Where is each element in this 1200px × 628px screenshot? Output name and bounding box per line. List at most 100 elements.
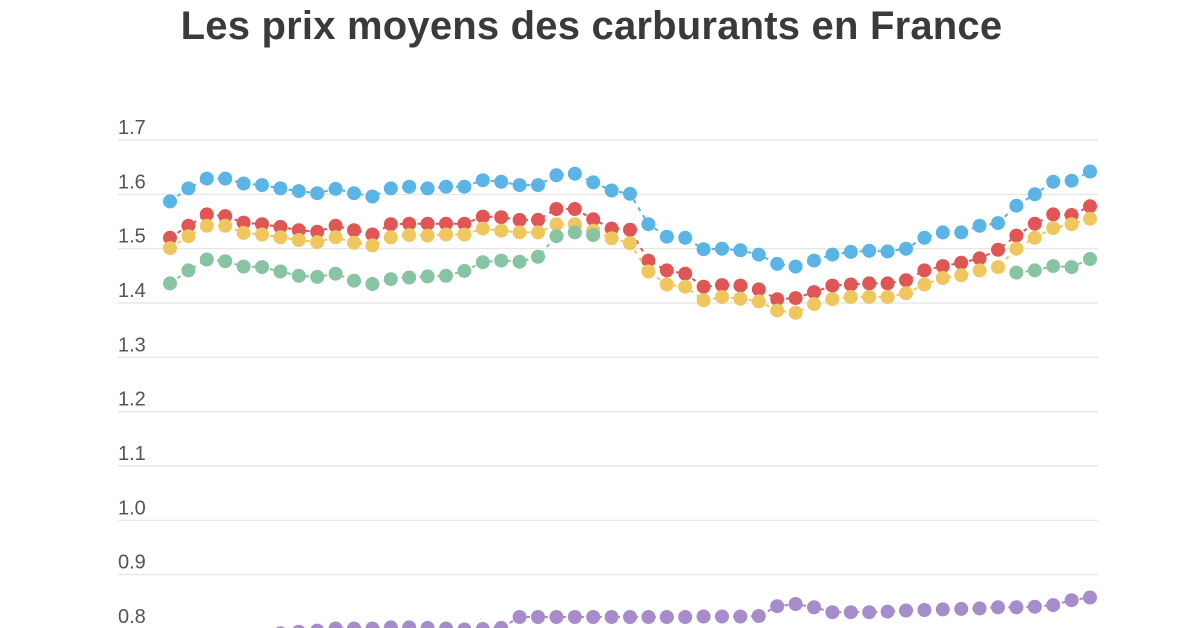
data-point[interactable] (917, 263, 932, 278)
data-point[interactable] (383, 217, 398, 232)
data-point[interactable] (1009, 228, 1024, 243)
data-point[interactable] (457, 263, 472, 278)
data-point[interactable] (365, 227, 380, 242)
data-point[interactable] (365, 189, 380, 204)
data-point[interactable] (365, 238, 380, 253)
data-point[interactable] (623, 610, 637, 624)
data-point[interactable] (715, 290, 729, 304)
data-point[interactable] (825, 292, 840, 307)
data-point[interactable] (402, 228, 417, 243)
data-point[interactable] (494, 210, 509, 225)
data-point[interactable] (365, 621, 380, 628)
data-point[interactable] (825, 278, 840, 293)
data-point[interactable] (696, 293, 711, 308)
data-point[interactable] (659, 263, 674, 278)
data-point[interactable] (1046, 259, 1061, 274)
data-point[interactable] (236, 225, 251, 240)
data-point[interactable] (181, 181, 196, 196)
data-point[interactable] (163, 230, 177, 245)
data-point[interactable] (788, 597, 803, 611)
data-point[interactable] (733, 243, 748, 258)
data-point[interactable] (586, 228, 601, 243)
data-point[interactable] (531, 212, 545, 227)
data-point[interactable] (751, 282, 766, 297)
data-point[interactable] (770, 256, 785, 271)
data-point[interactable] (659, 277, 674, 292)
data-point[interactable] (586, 212, 601, 227)
data-point[interactable] (310, 186, 325, 201)
data-point[interactable] (1083, 199, 1097, 214)
data-point[interactable] (255, 260, 269, 275)
data-point[interactable] (751, 247, 766, 262)
data-point[interactable] (862, 243, 877, 258)
data-point[interactable] (586, 175, 601, 190)
data-point[interactable] (347, 186, 361, 201)
data-point[interactable] (457, 179, 472, 194)
data-point[interactable] (825, 247, 840, 262)
data-point[interactable] (255, 217, 269, 232)
data-point[interactable] (1027, 230, 1042, 245)
data-point[interactable] (991, 260, 1005, 275)
data-point[interactable] (310, 235, 325, 250)
data-point[interactable] (420, 228, 435, 243)
data-point[interactable] (604, 610, 619, 624)
data-point[interactable] (807, 600, 821, 615)
data-point[interactable] (991, 216, 1005, 231)
data-point[interactable] (770, 292, 785, 307)
data-point[interactable] (1064, 217, 1079, 232)
data-point[interactable] (328, 621, 343, 628)
data-point[interactable] (715, 278, 729, 293)
data-point[interactable] (236, 215, 251, 230)
data-point[interactable] (1046, 598, 1061, 613)
data-point[interactable] (678, 279, 693, 294)
data-point[interactable] (475, 255, 490, 270)
data-point[interactable] (696, 242, 711, 257)
data-point[interactable] (383, 272, 398, 287)
data-point[interactable] (862, 276, 877, 291)
data-point[interactable] (917, 230, 932, 245)
data-point[interactable] (475, 173, 490, 188)
data-point[interactable] (365, 277, 380, 291)
data-point[interactable] (880, 276, 895, 291)
data-point[interactable] (439, 216, 453, 231)
data-point[interactable] (531, 610, 545, 624)
data-point[interactable] (439, 227, 453, 242)
data-point[interactable] (218, 218, 233, 233)
data-point[interactable] (567, 166, 582, 181)
data-point[interactable] (236, 176, 251, 191)
data-point[interactable] (843, 277, 858, 292)
data-point[interactable] (512, 254, 527, 269)
data-point[interactable] (549, 202, 564, 216)
data-point[interactable] (788, 291, 803, 306)
data-point[interactable] (494, 253, 509, 268)
data-point[interactable] (347, 621, 361, 628)
data-point[interactable] (641, 217, 656, 232)
data-point[interactable] (402, 216, 417, 231)
data-point[interactable] (807, 253, 821, 268)
data-point[interactable] (623, 236, 637, 251)
data-point[interactable] (383, 620, 398, 628)
data-point[interactable] (1027, 263, 1042, 278)
data-point[interactable] (218, 171, 233, 186)
data-point[interactable] (475, 209, 490, 224)
data-point[interactable] (770, 303, 785, 318)
data-point[interactable] (512, 178, 527, 193)
data-point[interactable] (1027, 599, 1042, 614)
data-point[interactable] (1009, 265, 1024, 280)
data-point[interactable] (623, 222, 637, 237)
data-point[interactable] (899, 286, 913, 301)
data-point[interactable] (1083, 590, 1097, 605)
data-point[interactable] (1083, 211, 1097, 226)
data-point[interactable] (715, 241, 729, 256)
data-point[interactable] (825, 605, 840, 620)
data-point[interactable] (880, 604, 895, 619)
data-point[interactable] (163, 194, 177, 209)
data-point[interactable] (420, 620, 435, 628)
data-point[interactable] (991, 242, 1005, 257)
data-point[interactable] (310, 269, 325, 284)
data-point[interactable] (733, 609, 748, 624)
data-point[interactable] (880, 290, 895, 304)
data-point[interactable] (935, 602, 950, 617)
data-point[interactable] (328, 218, 343, 233)
data-point[interactable] (457, 622, 472, 628)
